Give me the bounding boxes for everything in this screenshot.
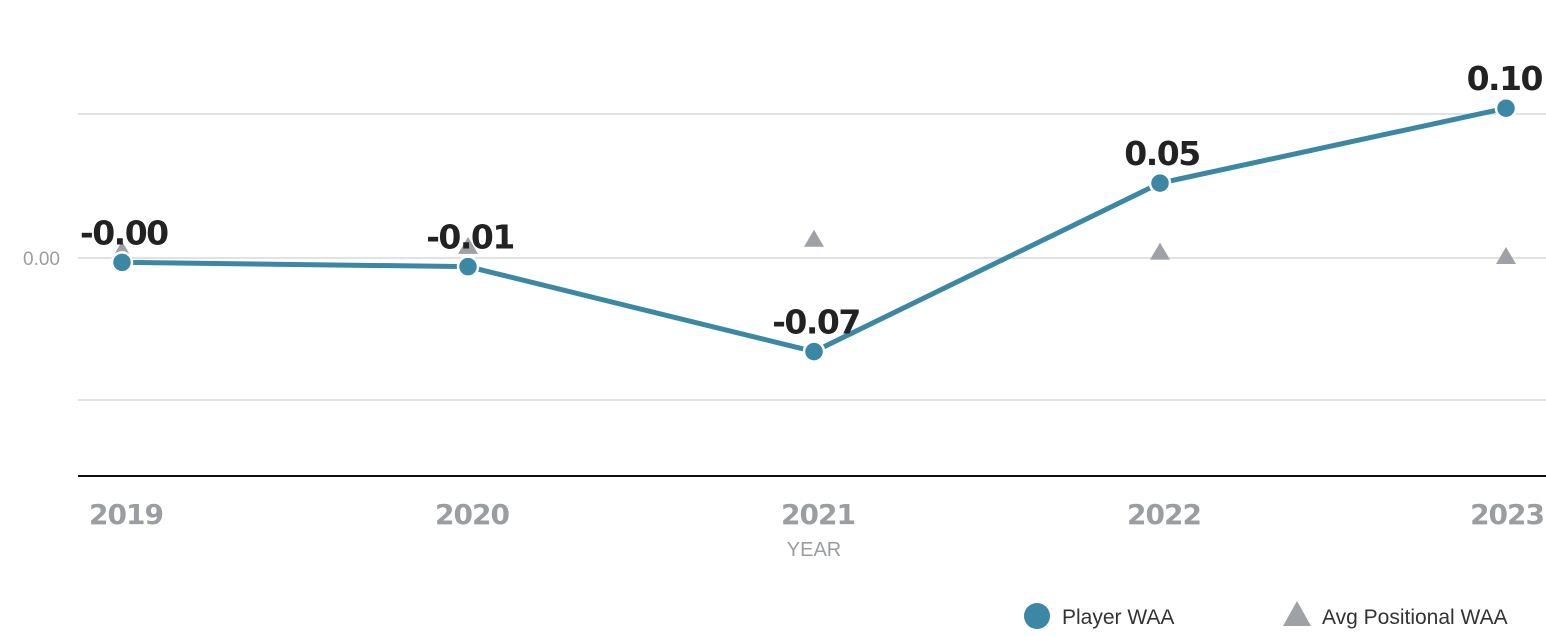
y-axis: 0.00 <box>23 249 60 270</box>
legend-avg-marker <box>1283 601 1311 626</box>
x-tick-label: 2020 <box>435 498 509 531</box>
data-labels: -0.00 -0.01 -0.07 0.05 0.10 <box>80 59 1544 342</box>
legend-player-label: Player WAA <box>1062 606 1174 629</box>
player-waa-data-label: 0.10 <box>1467 59 1543 98</box>
player-waa-point[interactable] <box>802 340 826 363</box>
x-axis: 2019 2020 2021 2022 2023 <box>89 498 1545 531</box>
x-tick-label: 2022 <box>1127 498 1201 531</box>
player-waa-data-label: 0.05 <box>1124 134 1199 173</box>
player-waa-data-label: -0.01 <box>426 218 514 257</box>
player-waa-point[interactable] <box>456 255 480 278</box>
legend-item-avg[interactable]: Avg Positional WAA <box>1283 601 1508 629</box>
avg-waa-point[interactable] <box>1150 242 1170 260</box>
player-series <box>110 96 1518 363</box>
player-waa-data-label: -0.00 <box>80 213 168 252</box>
legend-player-marker <box>1024 603 1050 629</box>
gridlines <box>78 113 1546 477</box>
avg-waa-point[interactable] <box>1496 247 1516 264</box>
player-waa-data-label: -0.07 <box>772 303 860 342</box>
avg-waa-point[interactable] <box>458 236 478 254</box>
legend: Player WAA Avg Positional WAA <box>1024 601 1508 629</box>
x-tick-label: 2019 <box>89 498 163 531</box>
avg-waa-point[interactable] <box>804 229 824 247</box>
x-tick-label: 2021 <box>781 498 855 531</box>
x-tick-label: 2023 <box>1470 498 1544 531</box>
avg-positional-series <box>112 229 1516 264</box>
player-waa-point[interactable] <box>1494 96 1518 120</box>
legend-item-player[interactable]: Player WAA <box>1024 603 1174 629</box>
legend-avg-label: Avg Positional WAA <box>1322 606 1508 629</box>
player-waa-point[interactable] <box>1148 171 1172 195</box>
x-axis-title: YEAR <box>787 539 841 561</box>
player-waa-point[interactable] <box>110 251 134 274</box>
y-tick-label: 0.00 <box>23 249 60 270</box>
